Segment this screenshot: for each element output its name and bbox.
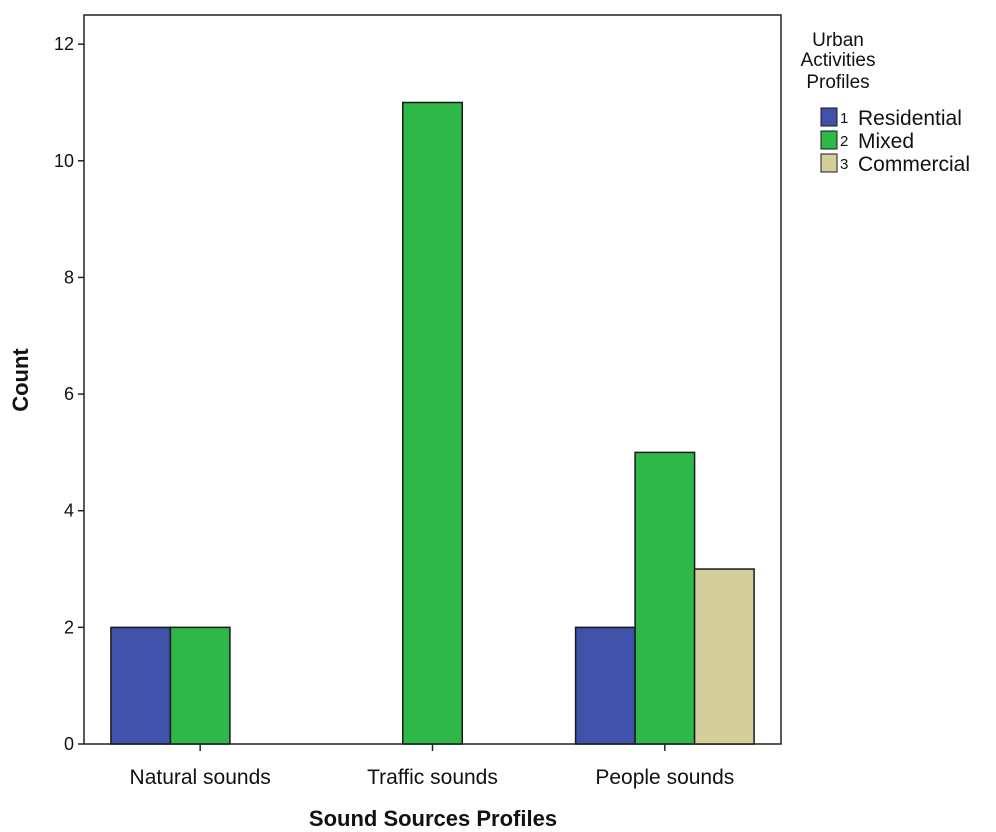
y-axis-title: Count	[8, 348, 33, 412]
bar-mixed-2	[634, 451, 696, 745]
x-tick-label: People sounds	[595, 766, 734, 789]
legend-label: Residential	[858, 107, 962, 130]
legend-code: 2	[840, 133, 848, 150]
x-tick-label: Traffic sounds	[367, 766, 498, 789]
bars	[110, 101, 755, 745]
legend-title-line-3: Profiles	[806, 72, 869, 93]
y-tick-label: 0	[64, 734, 74, 754]
y-tick-label: 6	[64, 384, 74, 404]
legend-code: 1	[840, 110, 848, 127]
y-tick-label: 8	[64, 267, 74, 287]
y-tick-label: 4	[64, 501, 74, 521]
bar-mixed-0	[169, 626, 231, 745]
y-tick-label: 12	[54, 34, 74, 54]
x-axis: Natural sounds Traffic sounds People sound…	[130, 744, 734, 789]
legend-code: 3	[840, 156, 848, 173]
y-tick-label: 2	[64, 617, 74, 637]
legend: Urban Activities Profiles 1 Residential 2 M…	[801, 30, 971, 176]
bar-residential-0	[110, 626, 172, 745]
bar-residential-2	[574, 626, 636, 745]
y-axis: 0 2 4 6 8 10 12	[54, 34, 84, 754]
legend-label: Commercial	[858, 153, 970, 176]
x-tick-label: Natural sounds	[130, 766, 271, 789]
y-tick-label: 10	[54, 151, 74, 171]
legend-items: 1 Residential 2 Mixed 3 Commercial	[820, 107, 970, 176]
legend-label: Mixed	[858, 130, 914, 153]
x-axis-title: Sound Sources Profiles	[309, 806, 557, 831]
bar-mixed-1	[402, 101, 463, 745]
bar-commercial-2	[693, 568, 755, 745]
legend-swatch-commercial	[820, 153, 838, 173]
legend-title-line-2: Activities	[801, 50, 876, 71]
legend-swatch-mixed	[820, 130, 838, 150]
legend-swatch-residential	[820, 107, 838, 127]
legend-title-line-1: Urban	[812, 30, 864, 51]
